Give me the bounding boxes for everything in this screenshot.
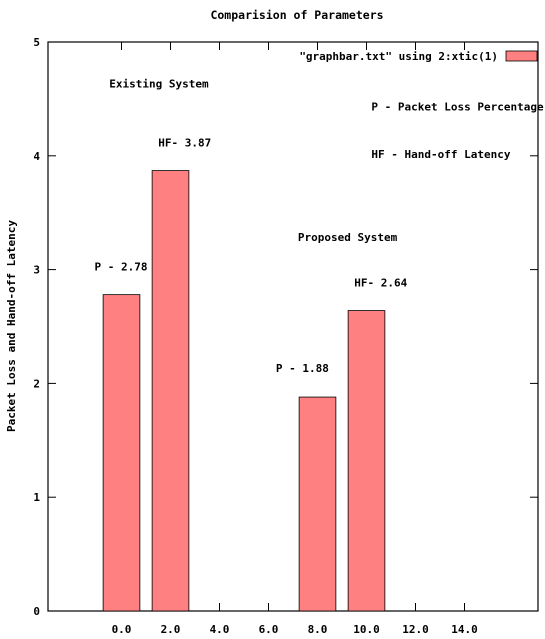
bar xyxy=(102,294,141,612)
annotation-label: P - 1.88 xyxy=(276,362,329,375)
annotation-label: Existing System xyxy=(109,78,209,91)
y-tick-label: 2 xyxy=(33,377,40,390)
x-tick-label: 14.0 xyxy=(451,623,478,636)
y-tick-label: 0 xyxy=(33,605,40,618)
annotation-label: HF - Hand-off Latency xyxy=(371,148,510,161)
annotations: Existing System HF- 3.87 P - 2.78 P - Packe… xyxy=(95,78,544,375)
x-axis: 0.0 2.0 4.0 6.0 8.0 10.0 12.0 14.0 xyxy=(112,42,478,636)
legend: "graphbar.txt" using 2:xtic(1) xyxy=(299,50,538,63)
annotation-label: P - 2.78 xyxy=(95,261,148,274)
y-tick-label: 1 xyxy=(33,491,40,504)
bars xyxy=(102,170,386,612)
bar xyxy=(347,310,386,612)
y-tick-label: 4 xyxy=(33,150,40,163)
x-tick-label: 6.0 xyxy=(259,623,279,636)
x-tick-label: 12.0 xyxy=(402,623,429,636)
x-tick-label: 2.0 xyxy=(161,623,181,636)
y-tick-label: 5 xyxy=(33,36,40,49)
plot-frame xyxy=(47,41,539,612)
annotation-label: P - Packet Loss Percentage xyxy=(371,100,544,113)
y-axis-label: Packet Loss and Hand-off Latency xyxy=(5,220,18,432)
annotation-label: HF- 3.87 xyxy=(158,137,211,150)
bar xyxy=(151,170,190,612)
x-tick-label: 10.0 xyxy=(353,623,380,636)
x-tick-label: 8.0 xyxy=(308,623,328,636)
chart-title: Comparision of Parameters xyxy=(210,8,383,22)
x-tick-label: 4.0 xyxy=(210,623,230,636)
legend-label: "graphbar.txt" using 2:xtic(1) xyxy=(299,50,498,63)
y-axis: 0 1 2 3 4 5 xyxy=(33,36,538,618)
annotation-label: Proposed System xyxy=(298,231,398,244)
annotation-label: HF- 2.64 xyxy=(354,277,407,290)
bar xyxy=(298,396,337,612)
y-tick-label: 3 xyxy=(33,264,40,277)
x-tick-label: 0.0 xyxy=(112,623,132,636)
legend-swatch xyxy=(505,50,538,62)
